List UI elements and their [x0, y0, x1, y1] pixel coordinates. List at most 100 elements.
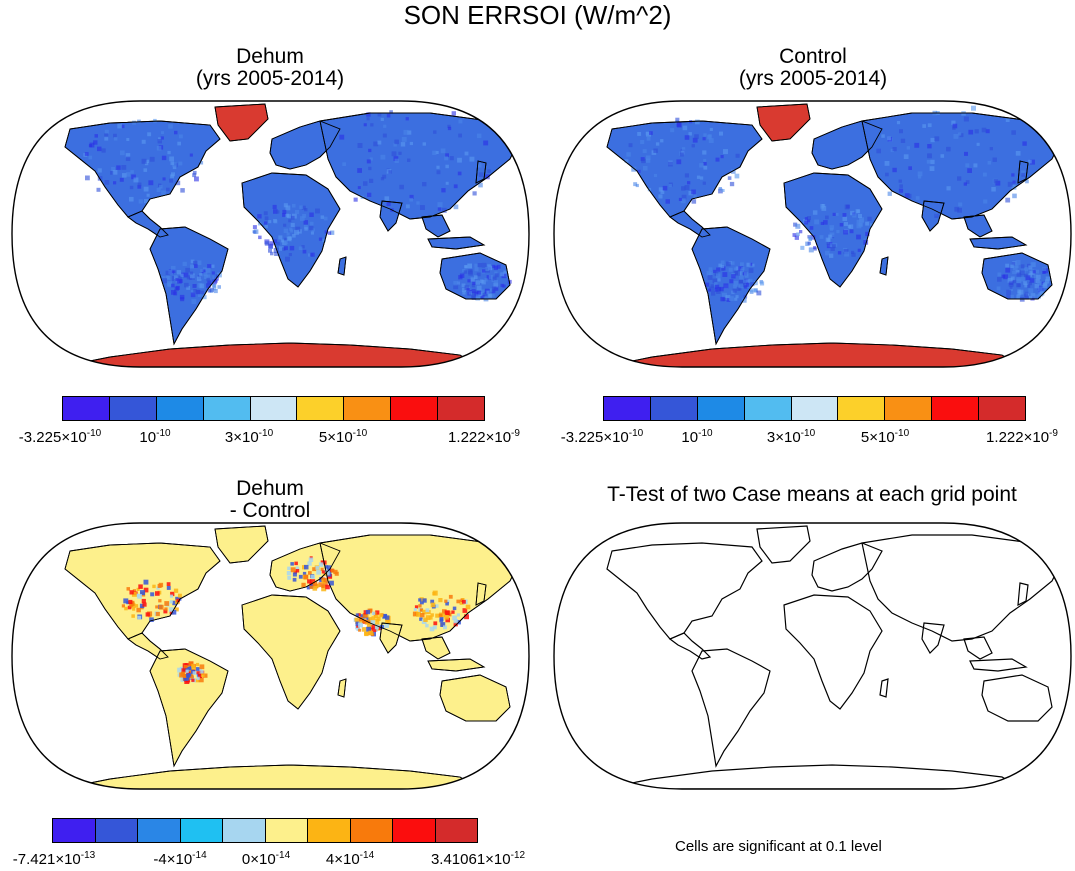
- grid-cell: [97, 146, 102, 152]
- grid-cell: [471, 289, 476, 294]
- grid-cell: [382, 133, 387, 138]
- grid-cell: [472, 291, 476, 295]
- grid-cell: [278, 246, 284, 251]
- grid-cell: [927, 153, 932, 159]
- colorbar-swatch-4: [791, 397, 839, 420]
- coastline-japan: [475, 160, 487, 184]
- grid-cell: [373, 613, 379, 619]
- grid-cell: [89, 142, 95, 148]
- grid-cell: [330, 568, 335, 573]
- grid-cell: [963, 182, 967, 186]
- grid-cell: [278, 235, 283, 240]
- grid-cell: [718, 187, 722, 191]
- grid-cell: [464, 285, 470, 291]
- grid-cell: [453, 184, 458, 189]
- grid-cell: [738, 283, 744, 289]
- grid-cell: [699, 176, 704, 180]
- grid-cell: [363, 123, 367, 127]
- grid-cell: [991, 187, 996, 192]
- grid-cell: [129, 590, 134, 595]
- grid-cell: [922, 124, 926, 128]
- grid-cell: [290, 567, 296, 573]
- grid-cell: [306, 586, 310, 590]
- grid-cell: [1037, 294, 1041, 299]
- grid-cell: [412, 611, 418, 617]
- coastline-madagascar: [337, 256, 347, 276]
- grid-cell: [441, 188, 446, 193]
- grid-cell: [500, 272, 505, 277]
- grid-cell: [676, 159, 682, 165]
- grid-cell: [148, 180, 154, 186]
- grid-cell: [366, 159, 371, 164]
- grid-cell: [192, 170, 197, 175]
- grid-cell: [859, 218, 864, 224]
- grid-cell: [829, 243, 834, 248]
- grid-cell: [702, 150, 707, 155]
- grid-cell: [168, 269, 174, 275]
- grid-cell: [180, 297, 185, 302]
- grid-cell: [965, 163, 970, 168]
- grid-cell: [273, 219, 277, 223]
- grid-cell: [989, 147, 993, 151]
- grid-cell: [814, 219, 819, 225]
- grid-cell: [929, 166, 935, 171]
- grid-cell: [662, 185, 668, 191]
- grid-cell: [128, 599, 133, 604]
- grid-cell: [1007, 277, 1013, 283]
- grid-cell: [898, 188, 904, 193]
- grid-cell: [309, 585, 313, 589]
- grid-cell: [268, 220, 272, 224]
- grid-cell: [295, 226, 301, 232]
- grid-cell: [1005, 267, 1011, 273]
- grid-cell: [407, 158, 411, 162]
- grid-cell: [203, 272, 208, 276]
- grid-cell: [1020, 276, 1025, 282]
- coastline-asia: [861, 112, 1063, 220]
- figure-title: SON ERRSOI (W/m^2): [403, 0, 672, 30]
- grid-cell: [370, 123, 374, 127]
- grid-cell: [807, 219, 811, 223]
- grid-cell: [1019, 270, 1025, 276]
- grid-cell: [856, 234, 861, 240]
- grid-cell: [804, 220, 809, 225]
- grid-cell: [1042, 266, 1047, 272]
- grid-cell: [301, 582, 306, 588]
- grid-cell: [996, 286, 1001, 291]
- grid-cell: [418, 604, 422, 608]
- grid-cell: [851, 252, 856, 257]
- grid-cell: [449, 156, 454, 161]
- coastline-seAsia: [421, 214, 451, 238]
- grid-cell: [140, 590, 145, 596]
- grid-cell: [828, 234, 833, 239]
- grid-cell: [930, 137, 935, 143]
- grid-cell: [199, 273, 203, 277]
- grid-cell: [142, 602, 147, 607]
- grid-cell: [165, 270, 171, 276]
- coastline-northAmerica: [64, 542, 221, 640]
- grid-cell: [122, 173, 127, 178]
- coastline-antarctica: [601, 342, 1024, 367]
- grid-cell: [959, 133, 964, 138]
- grid-cell: [819, 235, 824, 239]
- panel-title-dehum-line2: (yrs 2005-2014): [195, 67, 345, 90]
- grid-cell: [842, 213, 847, 217]
- continent-india: [921, 622, 945, 654]
- grid-cell: [867, 216, 872, 221]
- grid-cell: [1012, 271, 1016, 275]
- grid-cell: [826, 242, 830, 245]
- grid-cell: [915, 196, 920, 200]
- grid-cell: [124, 606, 128, 611]
- coastline-africa: [241, 594, 341, 710]
- grid-cell: [709, 127, 713, 131]
- grid-cell: [468, 271, 473, 276]
- grid-cell: [720, 260, 725, 265]
- grid-cell: [708, 138, 714, 143]
- grid-cell: [376, 616, 381, 621]
- grid-cell: [273, 209, 278, 214]
- grid-cell: [182, 261, 187, 266]
- grid-cell: [738, 287, 742, 291]
- grid-cell: [448, 594, 453, 599]
- grid-cell: [865, 221, 870, 226]
- colorbar-swatch-2: [138, 819, 181, 842]
- grid-cell: [1029, 278, 1035, 283]
